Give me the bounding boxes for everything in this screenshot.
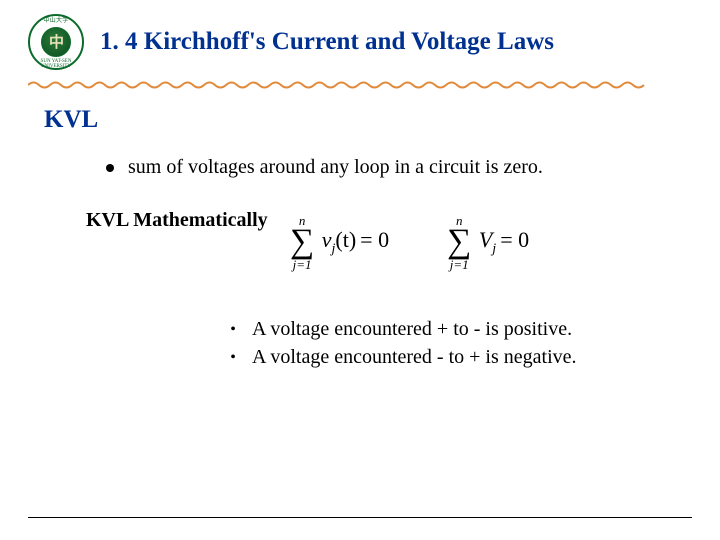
- bullet-text-1: sum of voltages around any loop in a cir…: [128, 156, 543, 179]
- section-heading-kvl: KVL: [44, 106, 692, 134]
- eq2-var: V: [479, 227, 492, 252]
- eq1-rhs: = 0: [356, 227, 393, 252]
- logo-center-glyph: 中: [49, 31, 64, 52]
- university-logo: 中山大学 中 SUN YAT-SEN UNIVERSITY: [28, 14, 84, 70]
- equation-2-body: Vj= 0: [479, 227, 533, 257]
- eq2-rhs: = 0: [496, 227, 533, 252]
- disc-bullet-icon: [106, 164, 114, 172]
- slide-root: 中山大学 中 SUN YAT-SEN UNIVERSITY 1. 4 Kirch…: [0, 0, 720, 540]
- wavy-divider: [28, 78, 692, 92]
- equations-block: n ∑ j=1 vj(t)= 0 n ∑ j=1 Vj= 0: [290, 214, 533, 271]
- bullet-dot-icon: •: [228, 318, 238, 342]
- footer-divider-line: [28, 517, 692, 518]
- sigma-symbol-icon: ∑: [290, 227, 314, 258]
- sign-rules-block: • A voltage encountered + to - is positi…: [228, 318, 692, 370]
- wavy-path: [28, 83, 644, 88]
- logo-ring-text-top: 中山大学: [28, 15, 84, 24]
- slide-header: 中山大学 中 SUN YAT-SEN UNIVERSITY 1. 4 Kirch…: [28, 14, 692, 70]
- logo-ring-text-bottom: SUN YAT-SEN UNIVERSITY: [28, 59, 84, 69]
- sigma-lower-1: j=1: [293, 258, 312, 271]
- bullet-row-1: sum of voltages around any loop in a cir…: [106, 156, 692, 179]
- equation-1: n ∑ j=1 vj(t)= 0: [290, 214, 393, 271]
- rule-text-2: A voltage encountered - to + is negative…: [252, 346, 577, 369]
- sigma-block-2: n ∑ j=1: [447, 214, 471, 271]
- eq1-arg: (t): [335, 227, 356, 252]
- rule-row-1: • A voltage encountered + to - is positi…: [228, 318, 692, 342]
- bullet-dot-icon: •: [228, 346, 238, 370]
- eq1-var: v: [322, 227, 332, 252]
- wavy-divider-svg: [28, 78, 648, 92]
- sigma-lower-2: j=1: [450, 258, 469, 271]
- slide-title: 1. 4 Kirchhoff's Current and Voltage Law…: [100, 28, 554, 56]
- rule-text-1: A voltage encountered + to - is positive…: [252, 318, 572, 341]
- sigma-symbol-icon: ∑: [447, 227, 471, 258]
- rule-row-2: • A voltage encountered - to + is negati…: [228, 346, 692, 370]
- equation-1-body: vj(t)= 0: [322, 227, 393, 257]
- sigma-block-1: n ∑ j=1: [290, 214, 314, 271]
- equation-2: n ∑ j=1 Vj= 0: [447, 214, 533, 271]
